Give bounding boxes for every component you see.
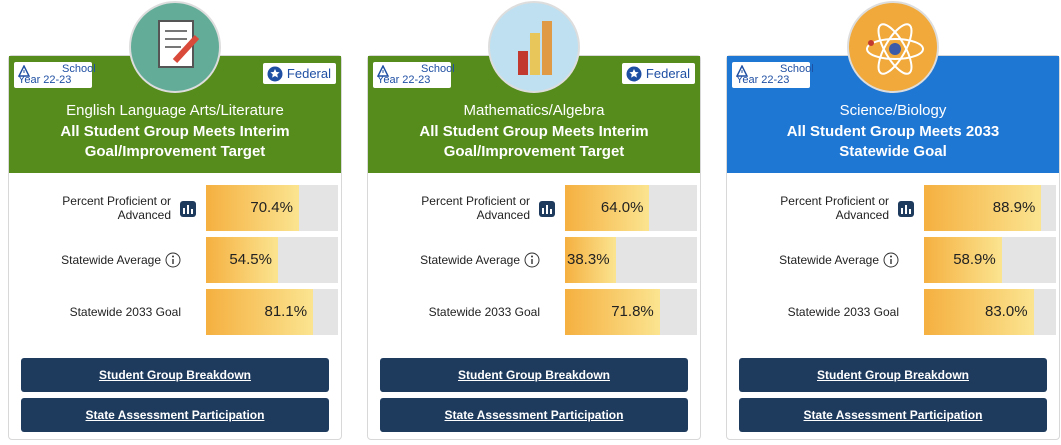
status: All Student Group Meets 2033 Statewide G… bbox=[786, 123, 1000, 160]
bar: 58.9% bbox=[924, 237, 1002, 283]
action-button[interactable]: State Assessment Participation bbox=[739, 398, 1047, 432]
subject-icon bbox=[129, 1, 221, 93]
subject: Science/Biology bbox=[839, 102, 947, 119]
bar-track: 64.0% bbox=[565, 185, 697, 231]
year-badge: School Year 22-23 bbox=[14, 62, 96, 88]
card: School Year 22-23 Federal Mathematics/Algeb… bbox=[367, 1, 701, 440]
chart-icon[interactable] bbox=[538, 200, 556, 218]
chart-icon[interactable] bbox=[179, 200, 197, 218]
subject-icon bbox=[488, 1, 580, 93]
bar-label: 83.0% bbox=[985, 303, 1028, 320]
federal-badge: Federal bbox=[262, 63, 336, 84]
bar: 54.5% bbox=[206, 237, 278, 283]
subject: Mathematics/Algebra bbox=[463, 102, 605, 119]
chart-button bbox=[897, 200, 915, 223]
bar-label: 81.1% bbox=[264, 303, 308, 320]
bar: 71.8% bbox=[565, 289, 660, 335]
bar: 81.1% bbox=[206, 289, 314, 335]
card-header: School Year 22-23 Federal English Language … bbox=[9, 1, 341, 173]
federal-badge: Federal bbox=[621, 63, 695, 84]
metric-row: Percent Proficient or Advanced 70.4% bbox=[9, 185, 341, 231]
metric-label: Percent Proficient or Advanced bbox=[31, 185, 171, 231]
metric-label: Statewide 2033 Goal bbox=[390, 289, 540, 335]
action-button[interactable]: Student Group Breakdown bbox=[380, 358, 688, 392]
metric-row: Statewide 2033 Goal 71.8% bbox=[368, 289, 700, 335]
bar-label: 70.4% bbox=[250, 199, 293, 216]
bar-track: 54.5% bbox=[206, 237, 338, 283]
info-icon[interactable] bbox=[524, 252, 540, 268]
metric-label: Statewide Average bbox=[390, 237, 540, 283]
bar-track: 83.0% bbox=[924, 289, 1056, 335]
year-badge: School Year 22-23 bbox=[732, 62, 814, 88]
bar-label: 71.8% bbox=[611, 303, 654, 320]
bar-label: 38.3% bbox=[567, 251, 610, 268]
status: All Student Group Meets Interim Goal/Imp… bbox=[419, 123, 649, 160]
badge-line: Year 22-23 bbox=[377, 74, 431, 86]
chart-button bbox=[538, 200, 556, 223]
metric-row: Statewide 2033 Goal 83.0% bbox=[727, 289, 1059, 335]
federal-text: Federal bbox=[286, 66, 331, 81]
action-button[interactable]: Student Group Breakdown bbox=[21, 358, 329, 392]
info-icon[interactable] bbox=[165, 252, 181, 268]
badge-line: School bbox=[780, 63, 814, 75]
metric-label-text: Percent Proficient or Advanced bbox=[421, 194, 530, 222]
metric-label-text: Statewide 2033 Goal bbox=[428, 305, 540, 319]
metric-row: Statewide Average 58.9% bbox=[727, 237, 1059, 283]
badge-line: Year 22-23 bbox=[18, 74, 72, 86]
bar-track: 81.1% bbox=[206, 289, 338, 335]
metric-row: Percent Proficient or Advanced 88.9% bbox=[727, 185, 1059, 231]
status: All Student Group Meets Interim Goal/Imp… bbox=[60, 123, 290, 160]
bar: 38.3% bbox=[565, 237, 616, 283]
metric-label: Statewide 2033 Goal bbox=[31, 289, 181, 335]
action-button[interactable]: State Assessment Participation bbox=[380, 398, 688, 432]
metric-label: Statewide Average bbox=[749, 237, 899, 283]
metric-label-text: Statewide Average bbox=[779, 253, 879, 267]
bar: 88.9% bbox=[924, 185, 1042, 231]
subject: English Language Arts/Literature bbox=[66, 102, 284, 119]
metric-label: Statewide 2033 Goal bbox=[749, 289, 899, 335]
chart-button bbox=[179, 200, 197, 223]
metric-row: Percent Proficient or Advanced 64.0% bbox=[368, 185, 700, 231]
bar: 70.4% bbox=[206, 185, 299, 231]
metric-label-text: Percent Proficient or Advanced bbox=[780, 194, 889, 222]
bar: 83.0% bbox=[924, 289, 1034, 335]
bar-label: 64.0% bbox=[600, 199, 644, 216]
badge-line: Year 22-23 bbox=[736, 74, 790, 86]
action-button[interactable]: Student Group Breakdown bbox=[739, 358, 1047, 392]
metric-label-text: Statewide 2033 Goal bbox=[787, 305, 899, 319]
bar-track: 88.9% bbox=[924, 185, 1056, 231]
action-button[interactable]: State Assessment Participation bbox=[21, 398, 329, 432]
bar-track: 58.9% bbox=[924, 237, 1056, 283]
bar-label: 58.9% bbox=[953, 251, 996, 268]
metric-label: Percent Proficient or Advanced bbox=[390, 185, 530, 231]
chart-icon[interactable] bbox=[897, 200, 915, 218]
federal-text: Federal bbox=[645, 66, 690, 81]
metric-row: Statewide 2033 Goal 81.1% bbox=[9, 289, 341, 335]
metric-label: Statewide Average bbox=[31, 237, 181, 283]
metric-row: Statewide Average 54.5% bbox=[9, 237, 341, 283]
year-badge: School Year 22-23 bbox=[373, 62, 455, 88]
subject-icon bbox=[847, 1, 939, 93]
bar-track: 70.4% bbox=[206, 185, 338, 231]
bar-track: 71.8% bbox=[565, 289, 697, 335]
metric-label-text: Statewide Average bbox=[61, 253, 161, 267]
bar-track: 38.3% bbox=[565, 237, 697, 283]
info-icon[interactable] bbox=[883, 252, 899, 268]
card-header: School Year 22-23 Federal Mathematics/Algeb… bbox=[368, 1, 700, 173]
badge-line: School bbox=[421, 63, 455, 75]
bar-label: 88.9% bbox=[992, 199, 1036, 216]
metric-label-text: Statewide 2033 Goal bbox=[69, 305, 181, 319]
metric-label-text: Percent Proficient or Advanced bbox=[62, 194, 171, 222]
metric-row: Statewide Average 38.3% bbox=[368, 237, 700, 283]
bar: 64.0% bbox=[565, 185, 650, 231]
card: School Year 22-23 Science/Biology All Stude… bbox=[726, 1, 1060, 440]
badge-line: School bbox=[62, 63, 96, 75]
card: School Year 22-23 Federal English Language … bbox=[8, 1, 342, 440]
bar-label: 54.5% bbox=[229, 251, 272, 268]
metric-label-text: Statewide Average bbox=[420, 253, 520, 267]
metric-label: Percent Proficient or Advanced bbox=[749, 185, 889, 231]
card-header: School Year 22-23 Science/Biology All Stude… bbox=[727, 1, 1059, 173]
